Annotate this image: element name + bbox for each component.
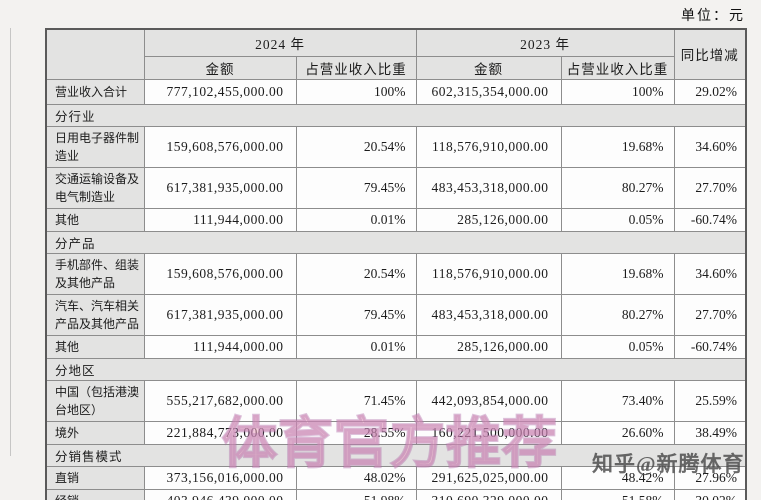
ratio-2023-cell: 51.58% xyxy=(560,488,675,500)
row-label-cell: 其他 xyxy=(45,334,145,359)
ratio-2024-cell: 0.01% xyxy=(295,334,417,359)
ratio-2023-cell: 80.27% xyxy=(560,293,675,336)
amount-2024-cell: 221,884,773,000.00 xyxy=(143,420,297,445)
amount-2023-cell: 442,093,854,000.00 xyxy=(415,379,562,422)
row-label-cell: 直销 xyxy=(45,465,145,490)
table-row: 直销 373,156,016,000.00 48.02% 291,625,025… xyxy=(45,465,747,490)
section-row-sales-model: 分销售模式 xyxy=(45,443,747,467)
amount-2024-cell: 403,946,439,000.00 xyxy=(143,488,297,500)
row-label-cell: 境外 xyxy=(45,420,145,445)
amount-2024-cell: 373,156,016,000.00 xyxy=(143,465,297,490)
amount-2023-cell: 285,126,000.00 xyxy=(415,207,562,232)
header-ratio-2023: 占营业收入比重 xyxy=(560,55,675,80)
yoy-cell: 30.02% xyxy=(673,488,747,500)
header-yoy: 同比增减 xyxy=(673,28,747,80)
header-row-metrics: 金额 占营业收入比重 金额 占营业收入比重 xyxy=(46,55,746,80)
section-row-product: 分产品 xyxy=(45,230,747,254)
amount-2023-cell: 310,690,329,000.00 xyxy=(415,488,562,500)
amount-2024-cell: 555,217,682,000.00 xyxy=(143,379,297,422)
yoy-cell: 27.70% xyxy=(673,166,747,209)
ratio-2024-cell: 48.02% xyxy=(295,465,417,490)
table-row: 手机部件、组装及其他产品 159,608,576,000.00 20.54% 1… xyxy=(45,252,747,295)
ratio-2024-cell: 79.45% xyxy=(295,293,417,336)
ratio-2024-cell: 0.01% xyxy=(295,207,417,232)
ratio-2024-cell: 28.55% xyxy=(295,420,417,445)
section-row-industry: 分行业 xyxy=(45,103,747,127)
ratio-2024-cell: 20.54% xyxy=(295,125,417,168)
table-row: 经销 403,946,439,000.00 51.98% 310,690,329… xyxy=(45,488,747,500)
amount-2023-cell: 118,576,910,000.00 xyxy=(415,125,562,168)
amount-2023-cell: 602,315,354,000.00 xyxy=(415,78,562,105)
section-label: 分销售模式 xyxy=(45,443,747,467)
amount-2024-cell: 159,608,576,000.00 xyxy=(143,125,297,168)
table-row: 境外 221,884,773,000.00 28.55% 160,221,500… xyxy=(45,420,747,445)
yoy-cell: 38.49% xyxy=(673,420,747,445)
amount-2024-cell: 111,944,000.00 xyxy=(143,207,297,232)
header-2024: 2024 年 xyxy=(143,28,417,57)
row-label-cell: 经销 xyxy=(45,488,145,500)
section-label: 分地区 xyxy=(45,357,747,381)
yoy-cell: 27.96% xyxy=(673,465,747,490)
header-row-years: 2024 年 2023 年 同比增减 xyxy=(45,28,747,80)
ratio-2023-cell: 19.68% xyxy=(560,252,675,295)
yoy-cell: 29.02% xyxy=(673,78,747,105)
ratio-2023-cell: 48.42% xyxy=(560,465,675,490)
yoy-cell: 34.60% xyxy=(673,125,747,168)
table-row: 中国（包括港澳台地区） 555,217,682,000.00 71.45% 44… xyxy=(45,379,747,422)
ratio-2023-cell: 100% xyxy=(560,78,675,105)
amount-2024-cell: 777,102,455,000.00 xyxy=(143,78,297,105)
row-label-cell: 营业收入合计 xyxy=(45,78,145,105)
header-amount-2023: 金额 xyxy=(415,55,562,80)
table-row-total: 营业收入合计 777,102,455,000.00 100% 602,315,3… xyxy=(45,78,747,105)
table-row: 汽车、汽车相关产品及其他产品 617,381,935,000.00 79.45%… xyxy=(45,293,747,336)
amount-2023-cell: 160,221,500,000.00 xyxy=(415,420,562,445)
amount-2023-cell: 285,126,000.00 xyxy=(415,334,562,359)
table-row: 日用电子器件制造业 159,608,576,000.00 20.54% 118,… xyxy=(45,125,747,168)
amount-2023-cell: 291,625,025,000.00 xyxy=(415,465,562,490)
section-row-region: 分地区 xyxy=(45,357,747,381)
yoy-cell: 34.60% xyxy=(673,252,747,295)
ratio-2023-cell: 19.68% xyxy=(560,125,675,168)
row-label-cell: 中国（包括港澳台地区） xyxy=(45,379,145,422)
header-2023: 2023 年 xyxy=(415,28,675,57)
table-row: 其他 111,944,000.00 0.01% 285,126,000.00 0… xyxy=(45,207,747,232)
amount-2024-cell: 617,381,935,000.00 xyxy=(143,166,297,209)
section-label: 分产品 xyxy=(45,230,747,254)
amount-2023-cell: 118,576,910,000.00 xyxy=(415,252,562,295)
ratio-2024-cell: 100% xyxy=(295,78,417,105)
unit-label: 单位：元 xyxy=(681,9,745,24)
amount-2024-cell: 111,944,000.00 xyxy=(143,334,297,359)
row-label-cell: 日用电子器件制造业 xyxy=(45,125,145,168)
page-edge-line xyxy=(10,28,11,456)
row-label-cell: 交通运输设备及电气制造业 xyxy=(45,166,145,209)
section-label: 分行业 xyxy=(45,103,747,127)
table-row: 其他 111,944,000.00 0.01% 285,126,000.00 0… xyxy=(45,334,747,359)
ratio-2024-cell: 51.98% xyxy=(295,488,417,500)
row-label-cell: 汽车、汽车相关产品及其他产品 xyxy=(45,293,145,336)
yoy-cell: -60.74% xyxy=(673,207,747,232)
yoy-cell: -60.74% xyxy=(673,334,747,359)
revenue-breakdown-table: 2024 年 2023 年 同比增减 金额 占营业收入比重 金额 占营业收入比重… xyxy=(45,28,747,500)
ratio-2023-cell: 0.05% xyxy=(560,334,675,359)
row-label-cell: 其他 xyxy=(45,207,145,232)
amount-2023-cell: 483,453,318,000.00 xyxy=(415,166,562,209)
table-row: 交通运输设备及电气制造业 617,381,935,000.00 79.45% 4… xyxy=(45,166,747,209)
amount-2024-cell: 617,381,935,000.00 xyxy=(143,293,297,336)
ratio-2024-cell: 79.45% xyxy=(295,166,417,209)
header-amount-2024: 金额 xyxy=(143,55,297,80)
amount-2024-cell: 159,608,576,000.00 xyxy=(143,252,297,295)
ratio-2024-cell: 20.54% xyxy=(295,252,417,295)
ratio-2023-cell: 26.60% xyxy=(560,420,675,445)
ratio-2023-cell: 0.05% xyxy=(560,207,675,232)
row-label-cell: 手机部件、组装及其他产品 xyxy=(45,252,145,295)
header-ratio-2024: 占营业收入比重 xyxy=(295,55,417,80)
amount-2023-cell: 483,453,318,000.00 xyxy=(415,293,562,336)
corner-cell xyxy=(45,28,145,80)
ratio-2023-cell: 80.27% xyxy=(560,166,675,209)
yoy-cell: 27.70% xyxy=(673,293,747,336)
ratio-2023-cell: 73.40% xyxy=(560,379,675,422)
ratio-2024-cell: 71.45% xyxy=(295,379,417,422)
yoy-cell: 25.59% xyxy=(673,379,747,422)
